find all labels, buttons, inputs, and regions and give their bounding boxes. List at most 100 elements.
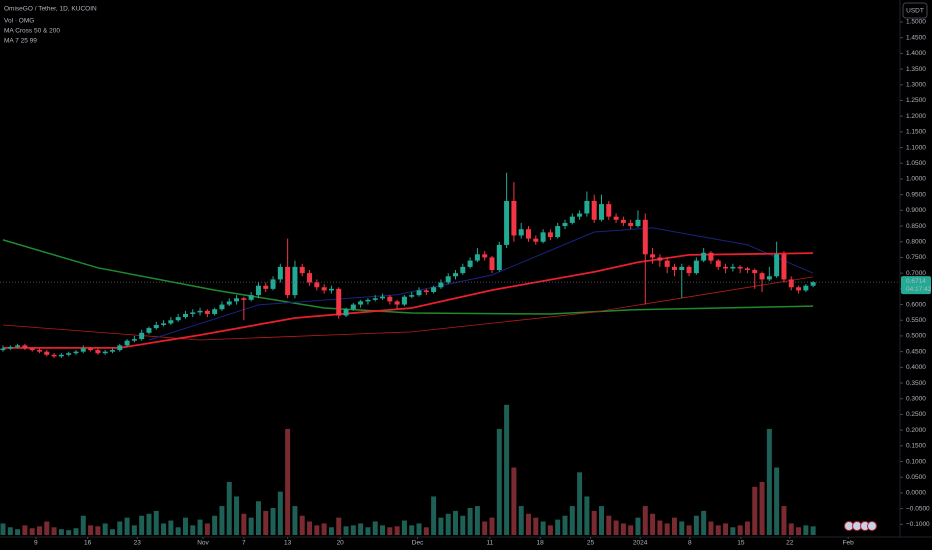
volume-bar xyxy=(766,428,772,535)
volume-bar xyxy=(226,481,232,535)
volume-bar xyxy=(190,525,196,535)
x-tick-label: 11 xyxy=(486,540,493,547)
candle-body xyxy=(496,244,502,271)
volume-bar xyxy=(730,527,736,535)
volume-bar xyxy=(504,404,510,535)
y-tick-label: 1.2000 xyxy=(906,113,926,120)
volume-bar xyxy=(343,526,349,535)
candle-body xyxy=(394,301,400,305)
candle-body xyxy=(504,200,510,245)
y-tick-label: 0.2000 xyxy=(906,427,926,434)
volume-bar xyxy=(577,472,583,535)
volume-bar xyxy=(175,527,181,535)
y-tick-label: 0.5000 xyxy=(906,333,926,340)
volume-bar xyxy=(708,521,714,535)
volume-bar xyxy=(58,529,64,535)
candle-body xyxy=(803,285,809,291)
volume-bar xyxy=(372,521,378,535)
y-tick-label: 0.8000 xyxy=(906,238,926,245)
volume-bar xyxy=(241,513,247,535)
volume-bar xyxy=(153,510,159,535)
candle-body xyxy=(715,260,721,267)
candle-body xyxy=(234,298,240,302)
candle-body xyxy=(358,301,364,305)
volume-bar xyxy=(29,528,35,535)
volume-bar xyxy=(774,467,780,535)
volume-bar xyxy=(453,510,459,535)
candle-body xyxy=(22,345,28,349)
volume-bar xyxy=(350,525,356,535)
volume-bar xyxy=(620,523,626,535)
candle-body xyxy=(0,348,6,351)
candle-body xyxy=(416,290,422,296)
volume-bar xyxy=(693,515,699,535)
candle-body xyxy=(533,238,539,242)
volume-bar xyxy=(584,496,590,535)
volume-bar xyxy=(803,525,809,535)
volume-bar xyxy=(642,506,648,535)
candle-body xyxy=(175,317,181,321)
candle-body xyxy=(664,260,670,267)
volume-bar xyxy=(365,527,371,535)
candle-body xyxy=(88,348,94,351)
volume-bar xyxy=(671,517,677,535)
volume-bar xyxy=(263,510,269,535)
volume-bar xyxy=(80,515,86,535)
x-tick-label: Feb xyxy=(843,540,855,547)
y-tick-label: 0.0500 xyxy=(906,474,926,481)
y-tick-label: 1.0000 xyxy=(906,176,926,183)
volume-bar xyxy=(292,506,298,535)
x-tick-label: 23 xyxy=(134,540,142,547)
currency-label[interactable]: USDT xyxy=(906,8,924,15)
volume-bar xyxy=(598,506,604,535)
volume-bar xyxy=(131,525,137,535)
volume-bar xyxy=(796,527,802,535)
volume-bar xyxy=(489,517,495,535)
candle-body xyxy=(102,351,108,354)
candle-body xyxy=(562,222,568,227)
currency-button[interactable] xyxy=(902,2,928,19)
y-tick-label: 0.9000 xyxy=(906,207,926,214)
candle-body xyxy=(182,313,188,318)
candle-body xyxy=(686,266,692,274)
candle-body xyxy=(204,310,210,314)
candle-body xyxy=(124,340,130,346)
volume-bar xyxy=(255,501,261,535)
y-tick-label: 0.9500 xyxy=(906,191,926,198)
candle-body xyxy=(438,282,444,288)
x-tick-label: 2024 xyxy=(633,540,648,547)
candle-body xyxy=(474,254,480,261)
candle-body xyxy=(95,350,101,354)
candle-body xyxy=(525,229,531,239)
volume-bar xyxy=(533,517,539,535)
candle-body xyxy=(212,309,218,314)
y-tick-label: 1.1500 xyxy=(906,129,926,136)
y-tick-label: 0.7000 xyxy=(906,270,926,277)
candle-body xyxy=(657,257,663,261)
volume-bar xyxy=(401,520,407,535)
volume-bar xyxy=(197,519,203,535)
volume-bar xyxy=(781,506,787,535)
x-tick-label: 13 xyxy=(284,540,292,547)
candle-body xyxy=(453,273,459,277)
volume-bar xyxy=(168,520,174,535)
volume-bar xyxy=(387,527,393,535)
candle-body xyxy=(29,348,35,351)
candle-body xyxy=(263,285,269,289)
volume-bar xyxy=(650,513,656,535)
volume-bar xyxy=(307,521,313,535)
candle-body xyxy=(66,353,72,355)
candle-body xyxy=(467,260,473,267)
volume-bar xyxy=(657,520,663,535)
candle-body xyxy=(73,351,79,354)
volume-bar xyxy=(182,517,188,535)
volume-bar xyxy=(285,428,291,535)
countdown-label: 04:17:42 xyxy=(906,286,932,293)
candle-body xyxy=(190,312,196,314)
candle-body xyxy=(591,200,597,220)
candle-body xyxy=(752,270,758,274)
volume-bar xyxy=(482,521,488,535)
volume-bar xyxy=(248,517,254,535)
volume-bar xyxy=(664,523,670,535)
volume-bar xyxy=(467,508,473,535)
